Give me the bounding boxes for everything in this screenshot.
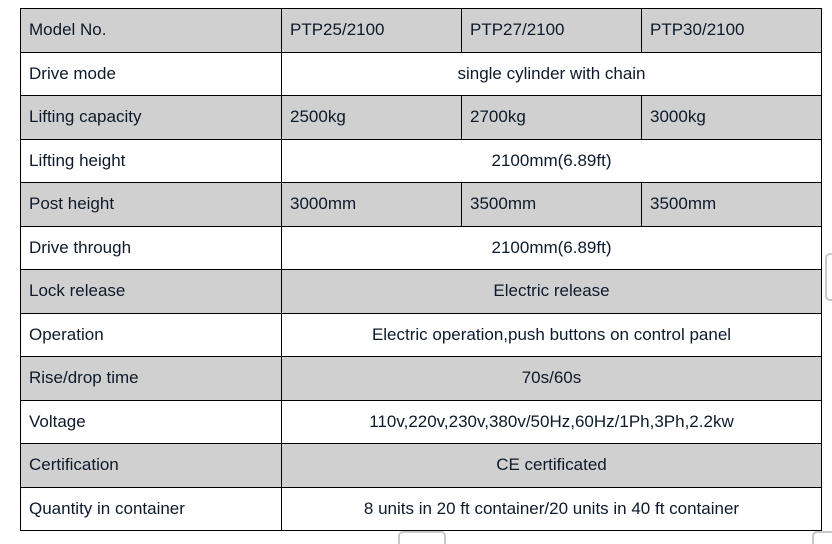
row-value-3: 3000kg (641, 95, 822, 140)
row-value-2: PTP27/2100 (461, 8, 642, 53)
row-value-merged: Electric release (281, 269, 822, 314)
row-label: Drive through (20, 225, 282, 270)
row-value-2: 2700kg (461, 95, 642, 140)
row-label: Lifting capacity (20, 95, 282, 140)
table-row: Lock release Electric release (20, 269, 822, 314)
row-value-3: 3500mm (641, 182, 822, 227)
row-label: Drive mode (20, 51, 282, 96)
row-value-merged: single cylinder with chain (281, 51, 822, 96)
specification-table-body: Model No. PTP25/2100 PTP27/2100 PTP30/2100 D… (20, 8, 822, 531)
row-label: Certification (20, 443, 282, 488)
row-label: Lifting height (20, 138, 282, 183)
row-value-merged: CE certificated (281, 443, 822, 488)
row-label: Voltage (20, 399, 282, 444)
table-row: Model No. PTP25/2100 PTP27/2100 PTP30/2100 (20, 8, 822, 53)
row-value-1: 2500kg (281, 95, 462, 140)
row-value-2: 3500mm (461, 182, 642, 227)
row-label: Quantity in container (20, 486, 282, 531)
row-value-merged: 70s/60s (281, 356, 822, 401)
row-label: Post height (20, 182, 282, 227)
table-row: Post height 3000mm 3500mm 3500mm (20, 182, 822, 227)
row-value-merged: 2100mm(6.89ft) (281, 225, 822, 270)
row-label: Lock release (20, 269, 282, 314)
row-value-1: 3000mm (281, 182, 462, 227)
row-label: Rise/drop time (20, 356, 282, 401)
row-value-merged: Electric operation,push buttons on contr… (281, 312, 822, 357)
row-label: Model No. (20, 8, 282, 53)
table-row: Drive mode single cylinder with chain (20, 51, 822, 96)
table-row: Drive through 2100mm(6.89ft) (20, 225, 822, 270)
table-row: Rise/drop time 70s/60s (20, 356, 822, 401)
table-row: Quantity in container 8 units in 20 ft co… (20, 486, 822, 531)
table-row: Voltage 110v,220v,230v,380v/50Hz,60Hz/1Ph… (20, 399, 822, 444)
row-label: Operation (20, 312, 282, 357)
row-value-merged: 110v,220v,230v,380v/50Hz,60Hz/1Ph,3Ph,2.… (281, 399, 822, 444)
row-value-merged: 2100mm(6.89ft) (281, 138, 822, 183)
table-row: Lifting capacity 2500kg 2700kg 3000kg (20, 95, 822, 140)
vertical-scrollbar-thumb[interactable] (825, 253, 832, 301)
row-value-3: PTP30/2100 (641, 8, 822, 53)
table-row: Lifting height 2100mm(6.89ft) (20, 138, 822, 183)
row-value-1: PTP25/2100 (281, 8, 462, 53)
table-row: Certification CE certificated (20, 443, 822, 488)
row-value-merged: 8 units in 20 ft container/20 units in 4… (281, 486, 822, 531)
table-row: Operation Electric operation,push buttons… (20, 312, 822, 357)
specification-table: Model No. PTP25/2100 PTP27/2100 PTP30/2100 D… (20, 8, 822, 531)
